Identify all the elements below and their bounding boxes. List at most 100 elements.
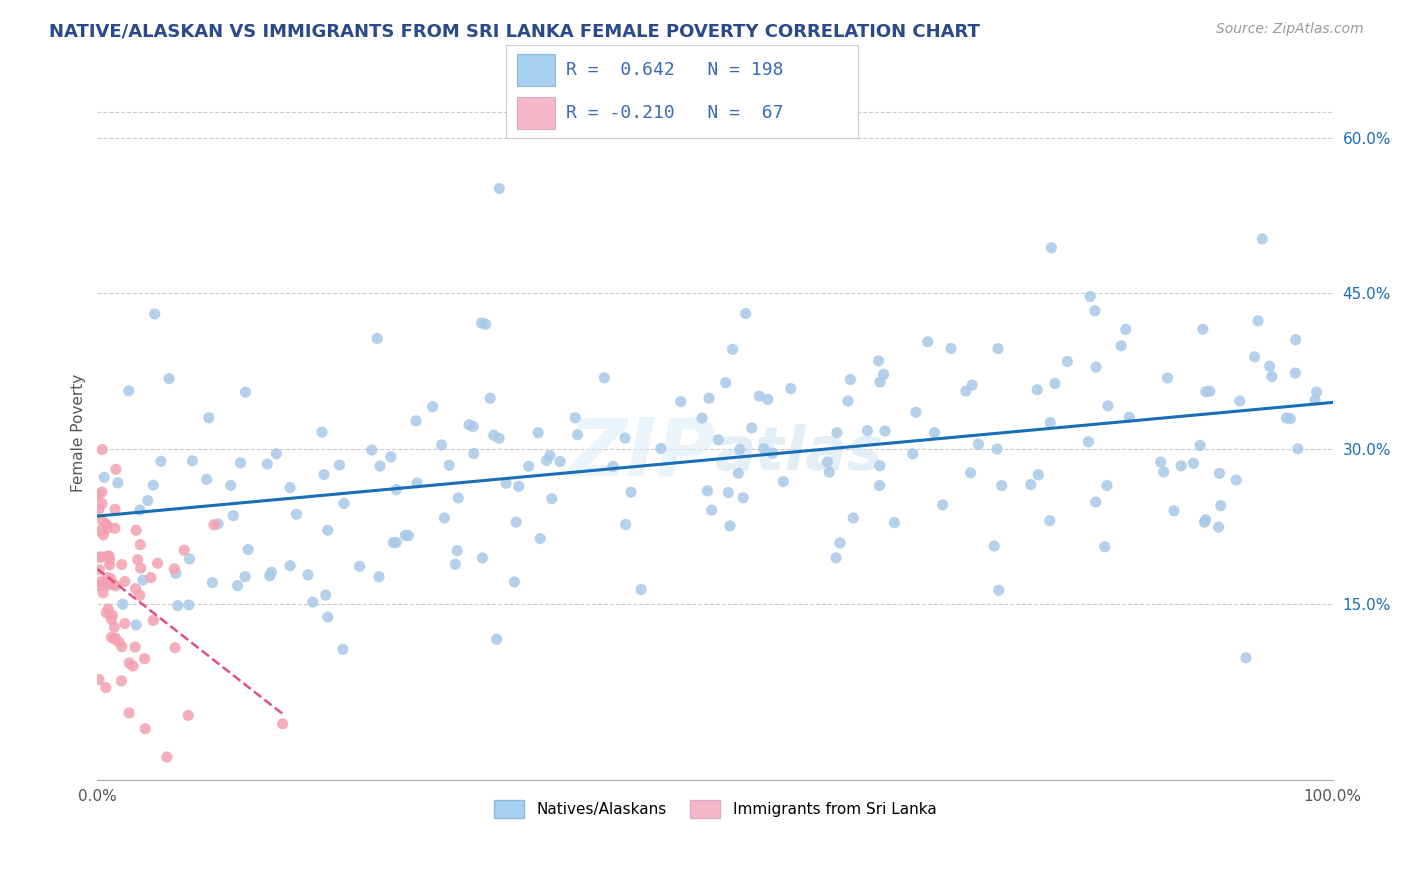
Point [128,588,150,602]
Point [564,410,586,425]
Point [1275,411,1298,425]
Point [233,570,256,584]
Text: atlas: atlas [716,425,884,483]
Point [1189,438,1212,452]
Point [1026,467,1049,482]
Point [328,458,350,472]
Point [463,419,485,434]
Point [1040,241,1063,255]
Point [97,549,120,563]
Point [97,549,120,564]
Point [380,450,402,464]
Point [1243,350,1265,364]
Point [960,378,983,392]
Point [129,538,152,552]
Point [271,716,294,731]
Point [177,598,200,612]
Point [470,316,492,330]
Point [1153,465,1175,479]
Point [368,570,391,584]
Point [700,503,723,517]
Point [1305,385,1327,400]
Point [439,458,461,473]
Point [104,521,127,535]
Point [91,514,114,528]
Point [986,442,1008,456]
Point [1156,371,1178,385]
Point [446,543,468,558]
Point [471,550,494,565]
Point [869,375,891,389]
Point [1163,504,1185,518]
Point [1109,339,1132,353]
Point [100,631,122,645]
Point [100,612,122,626]
Point [690,411,713,425]
Point [316,610,339,624]
Point [96,521,118,535]
Point [433,511,456,525]
Point [94,517,117,532]
Point [1229,394,1251,409]
Point [762,446,785,460]
Point [1192,322,1215,336]
Point [385,535,408,549]
Point [98,552,121,566]
Point [869,458,891,473]
Point [142,614,165,628]
Point [696,483,718,498]
Point [1077,434,1099,449]
Point [156,750,179,764]
Point [508,479,530,493]
Point [447,491,470,505]
Point [108,635,131,649]
Point [311,425,333,439]
Point [104,502,127,516]
Point [195,472,218,486]
Point [485,632,508,647]
Point [382,535,405,549]
Bar [517,54,555,86]
Point [315,588,337,602]
Point [118,384,141,398]
Point [1303,393,1326,408]
Point [256,457,278,471]
Point [349,559,371,574]
Point [87,488,110,502]
Point [316,523,339,537]
Point [125,524,148,538]
Point [1251,232,1274,246]
Point [94,681,117,695]
Point [1170,458,1192,473]
Point [1234,650,1257,665]
Point [1095,478,1118,492]
Point [181,454,204,468]
Point [959,466,981,480]
Point [748,389,770,403]
Point [127,552,149,566]
Point [1043,376,1066,391]
Point [301,595,323,609]
Point [1284,366,1306,380]
Point [868,354,890,368]
Point [714,376,737,390]
Point [901,447,924,461]
Point [142,478,165,492]
Point [1209,499,1232,513]
Point [721,343,744,357]
Point [939,342,962,356]
Point [100,572,122,586]
Point [104,579,127,593]
Point [488,181,510,195]
Point [495,476,517,491]
Point [332,642,354,657]
Point [96,517,118,532]
Point [96,571,118,585]
Point [297,567,319,582]
Point [1150,455,1173,469]
Point [567,427,589,442]
Point [110,673,132,688]
Point [697,391,720,405]
Point [173,543,195,558]
Point [87,673,110,687]
